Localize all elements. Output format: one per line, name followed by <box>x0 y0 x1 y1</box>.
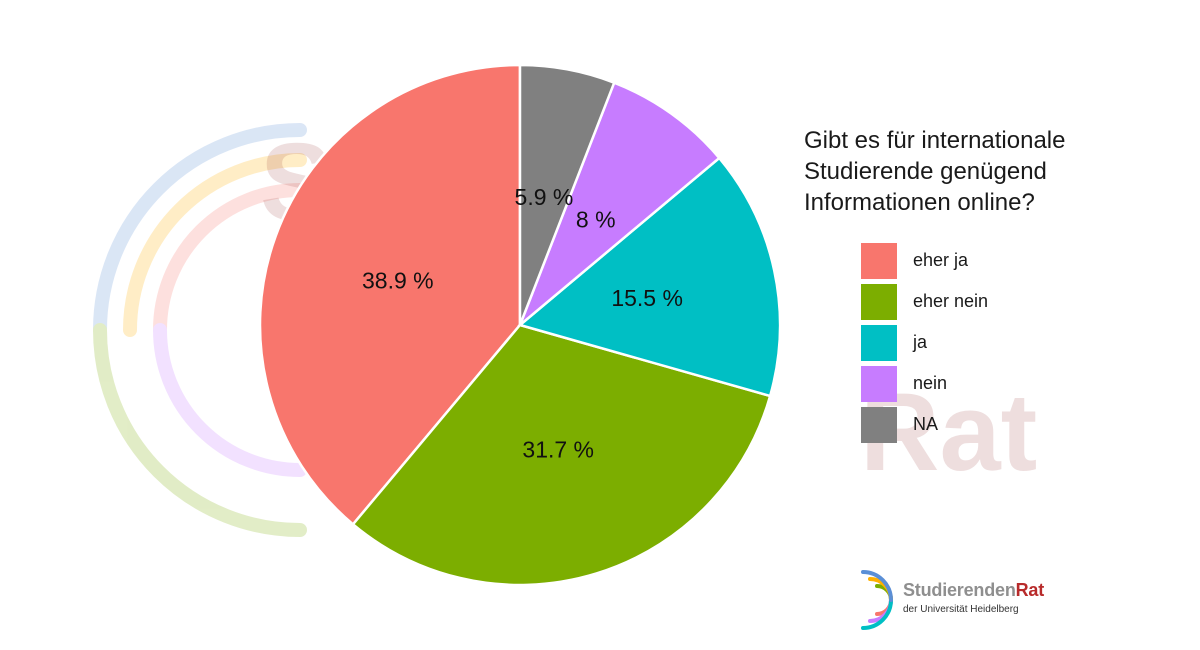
pie-slice-nein <box>518 81 722 326</box>
slice-label-nein: 8 % <box>576 206 616 232</box>
pie-slice-ja <box>517 156 782 398</box>
legend-item-na: NA <box>861 404 1164 445</box>
studierendenrat-logo: StudierendenRat der Universität Heidelbe… <box>855 570 1075 630</box>
logo-name-part1: Studierenden <box>903 580 1016 600</box>
legend-item-eher-ja: eher ja <box>861 240 1164 281</box>
legend-swatch <box>861 242 897 279</box>
legend-label: ja <box>913 332 928 352</box>
legend-label: eher ja <box>913 250 969 270</box>
pie-slice-eher-ja <box>258 63 522 527</box>
legend-item-nein: nein <box>861 363 1164 404</box>
legend-label: nein <box>913 373 948 393</box>
slice-label-eher-ja: 38.9 % <box>362 268 434 294</box>
legend-label: NA <box>913 414 939 434</box>
logo-name-part2: Rat <box>1015 580 1045 600</box>
legend-swatch <box>861 324 897 361</box>
logo-subtitle: der Universität Heidelberg <box>903 604 1019 615</box>
pie-slice-na <box>518 63 616 326</box>
slice-label-eher-nein: 31.7 % <box>522 436 594 462</box>
logo-icon <box>861 570 893 630</box>
slice-label-ja: 15.5 % <box>611 285 683 311</box>
logo-name: StudierendenRat <box>903 580 1044 601</box>
slice-label-na: 5.9 % <box>515 184 574 210</box>
legend-swatch <box>861 365 897 402</box>
legend-title: Gibt es für internationale Studierende g… <box>804 127 1066 216</box>
legend-item-ja: ja <box>861 322 1164 363</box>
legend-swatch <box>861 283 897 320</box>
legend: Gibt es für internationale Studierende g… <box>804 125 1164 445</box>
legend-swatch <box>861 406 897 443</box>
legend-label: eher nein <box>913 291 989 311</box>
legend-item-eher-nein: eher nein <box>861 281 1164 322</box>
pie-slice-eher-nein <box>351 323 772 587</box>
